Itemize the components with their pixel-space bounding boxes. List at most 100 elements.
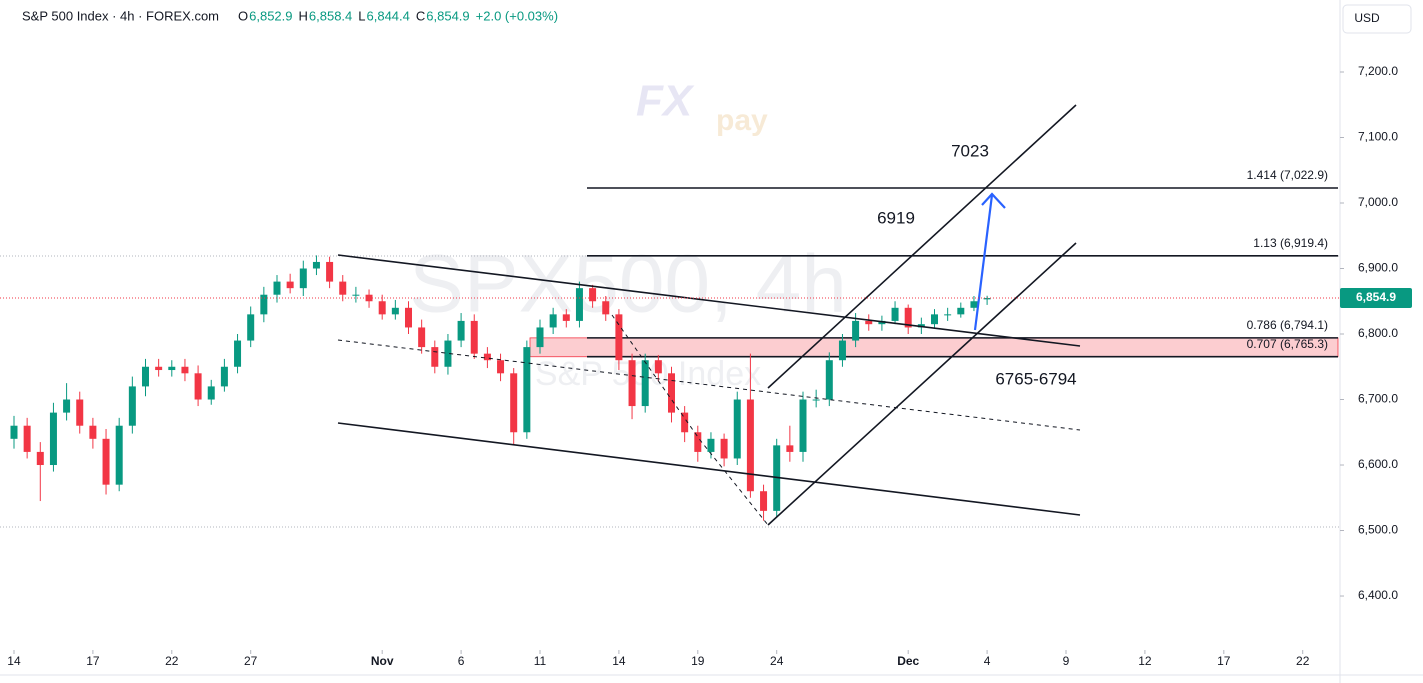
arrow — [973, 194, 994, 331]
candle-body — [431, 347, 439, 367]
y-tick-label: 6,800.0 — [1358, 326, 1398, 340]
currency-button[interactable] — [1342, 4, 1412, 34]
candle-body — [589, 288, 597, 302]
candle-body — [141, 366, 149, 387]
x-tick-label: 19 — [691, 654, 705, 668]
ohlc-value: 6,852.9 — [249, 8, 292, 23]
last-price-label: 6,854.9 — [1356, 290, 1396, 304]
watermark: SPX500, 4h S&P 500 Index FX pay — [409, 77, 847, 393]
x-tick-label: 24 — [770, 654, 784, 668]
x-tick-label: 14 — [612, 654, 626, 668]
candle-body — [76, 399, 84, 426]
axes: 7,200.0 7,100.0 7,000.0 6,900.0 6,800.0 6,700… — [0, 64, 1412, 668]
header: S&P 500 Index · 4h · FOREX.com O 6,852.9 H… — [22, 8, 558, 23]
candle-body — [483, 353, 491, 361]
watermark-ticker: SPX500, 4h — [409, 239, 847, 330]
candle-body — [115, 425, 123, 485]
y-tick-label: 7,200.0 — [1358, 64, 1398, 78]
channel-line — [767, 242, 1077, 526]
candle-body — [286, 281, 294, 289]
candle-body — [378, 301, 386, 315]
candle-body — [155, 366, 163, 371]
ohlc-key: H — [299, 8, 308, 23]
candle-body — [260, 294, 268, 315]
ohlc-value: 6,858.4 — [309, 8, 352, 23]
candle-body — [49, 412, 57, 466]
y-tick-label: 6,500.0 — [1358, 523, 1398, 537]
fib-zone — [529, 337, 1339, 358]
x-tick-label: Dec — [897, 654, 919, 668]
x-tick-label: 22 — [1296, 654, 1310, 668]
logo-main: FX — [636, 77, 695, 126]
y-tick-label: 6,700.0 — [1358, 392, 1398, 406]
candle-body — [273, 281, 281, 295]
candle-body — [418, 327, 426, 348]
candle-body — [733, 399, 741, 459]
candle-body — [641, 360, 649, 407]
candle-body — [667, 373, 675, 413]
candle-body — [904, 307, 912, 328]
candle-body — [36, 451, 44, 466]
drawings — [337, 104, 1081, 526]
candle-body — [444, 340, 452, 367]
fib-label: 0.707 (6,765.3) — [1247, 337, 1328, 351]
candle-body — [852, 320, 860, 341]
wave-line — [611, 314, 769, 526]
candle-body — [562, 314, 570, 321]
annotation: 6765-6794 — [995, 369, 1076, 388]
candle-body — [234, 340, 242, 367]
x-tick-label: Nov — [371, 654, 394, 668]
candle-body — [799, 399, 807, 452]
arrow-head — [981, 192, 1006, 209]
candle-body — [247, 314, 255, 341]
candle-body — [299, 268, 307, 289]
candle-body — [497, 360, 505, 374]
x-tick-label: 11 — [534, 654, 547, 668]
y-tick-label: 6,400.0 — [1358, 588, 1398, 602]
candle-body — [891, 307, 899, 321]
fib-group: 1.414 (7,022.9) 1.13 (6,919.4) 0.786 (6,79… — [529, 168, 1339, 358]
candle-body — [457, 320, 465, 341]
x-tick-label: 12 — [1138, 654, 1152, 668]
trend-line — [337, 254, 1081, 347]
candle-body — [878, 320, 886, 325]
candle-body — [23, 425, 31, 452]
candle-body — [523, 347, 531, 433]
candle-body — [681, 412, 689, 433]
last-price-badge — [1340, 288, 1412, 309]
candle-body — [536, 327, 544, 348]
candle-body — [707, 438, 715, 452]
symbol: S&P 500 Index · 4h · FOREX.com — [22, 8, 219, 23]
logo-sub: pay — [716, 104, 768, 137]
candle-body — [63, 399, 71, 413]
fib-label: 1.13 (6,919.4) — [1253, 236, 1328, 250]
x-tick-label: 22 — [165, 654, 179, 668]
candle-body — [628, 360, 636, 407]
candle-body — [510, 373, 518, 433]
candle-body — [549, 314, 557, 328]
y-tick-label: 6,600.0 — [1358, 457, 1398, 471]
candle-body — [470, 320, 478, 354]
candle-body — [786, 445, 794, 452]
candle-body — [391, 307, 399, 315]
candle-body — [970, 301, 978, 308]
candle-body — [838, 340, 846, 361]
candle-body — [181, 366, 189, 374]
candle-body — [10, 425, 18, 439]
ohlc-key: C — [416, 8, 425, 23]
x-tick-label: 6 — [458, 654, 465, 668]
candle-body — [339, 281, 347, 295]
y-tick-label: 7,100.0 — [1358, 130, 1398, 144]
candle-body — [404, 307, 412, 328]
channel-line — [767, 104, 1077, 389]
ohlc-value: 6,854.9 — [426, 8, 469, 23]
currency[interactable]: USD — [1354, 11, 1380, 25]
candle-body — [654, 360, 662, 374]
candle-body — [575, 288, 583, 321]
candle-body — [168, 366, 176, 371]
candle-body — [865, 320, 873, 325]
x-tick-label: 17 — [1217, 654, 1231, 668]
ohlc-value: 6,844.4 — [367, 8, 410, 23]
